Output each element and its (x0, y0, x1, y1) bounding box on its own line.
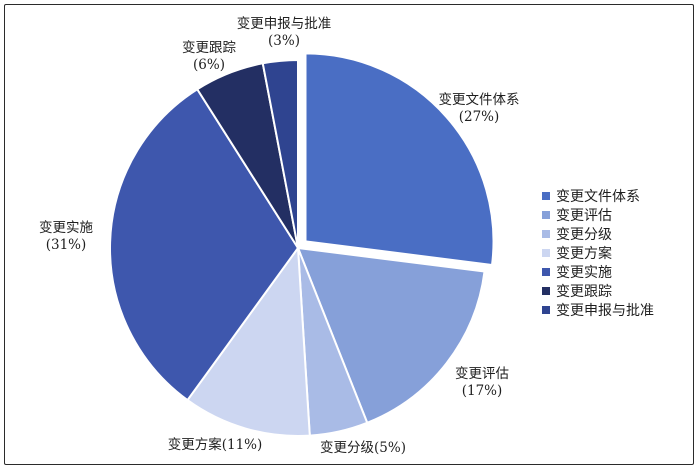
legend-swatch (542, 210, 550, 219)
pie-slice (304, 52, 495, 266)
slice-label-change-declaration-approval: 变更申报与批准 (3%) (236, 16, 332, 49)
legend-swatch (542, 191, 550, 200)
legend-swatch (542, 286, 550, 295)
legend-item: 变更方案 (542, 243, 654, 262)
legend-swatch (542, 267, 550, 276)
chart-frame (4, 4, 694, 465)
slice-label-change-plan: 变更方案(11%) (167, 437, 263, 453)
slice-label-change-implementation: 变更实施 (31%) (39, 220, 93, 253)
legend-item: 变更申报与批准 (542, 300, 654, 319)
legend-item: 变更评估 (542, 205, 654, 224)
legend-swatch (542, 248, 550, 257)
slice-label-change-assessment: 变更评估 (17%) (455, 366, 509, 399)
legend-item: 变更文件体系 (542, 186, 654, 205)
pie-slice (297, 247, 486, 424)
slice-label-change-classification: 变更分级(5%) (320, 440, 406, 456)
pie-slice (109, 88, 299, 402)
legend-item: 变更分级 (542, 224, 654, 243)
legend-swatch (542, 305, 550, 314)
slice-label-change-document-system: 变更文件体系 (27%) (438, 92, 520, 125)
legend: 变更文件体系 变更评估 变更分级 变更方案 变更实施 变更跟踪 变更申报与批准 (542, 186, 654, 319)
legend-item: 变更实施 (542, 262, 654, 281)
legend-item: 变更跟踪 (542, 281, 654, 300)
pie-slice (186, 247, 311, 437)
legend-swatch (542, 229, 550, 238)
slice-label-change-tracking: 变更跟踪 (6%) (182, 40, 236, 73)
pie-slice (261, 59, 299, 249)
